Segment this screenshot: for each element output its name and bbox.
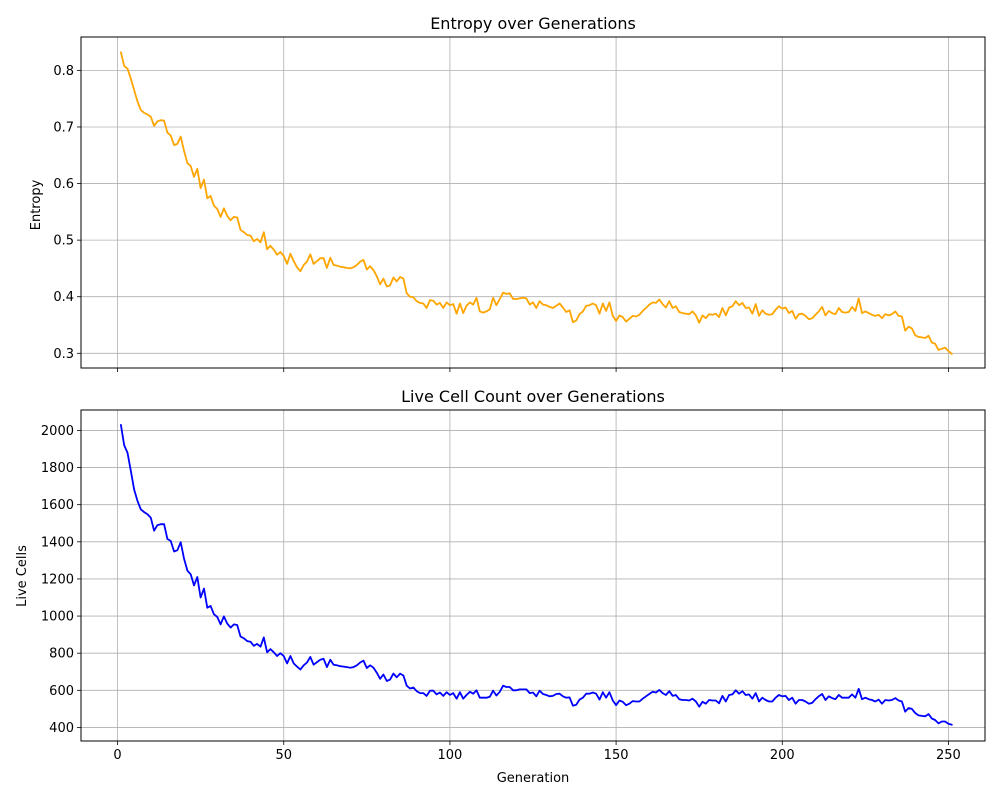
entropy-y-ticks: 0.3 0.4 0.5 0.6 0.7 0.8	[53, 64, 81, 362]
entropy-y-tick-label: 0.3	[53, 347, 74, 362]
entropy-plot-frame	[80, 36, 986, 369]
entropy-chart-title: Entropy over Generations	[430, 14, 636, 33]
live-cells-y-ticks: 400 600 800 1000 1200 1400 1600 1800 2000	[41, 424, 81, 736]
entropy-series	[120, 51, 953, 355]
live-cells-y-tick-label: 600	[49, 684, 74, 699]
live-cells-x-tick-label: 0	[113, 748, 121, 763]
live-cells-y-tick-label: 1800	[41, 461, 74, 476]
entropy-y-tick-label: 0.8	[53, 64, 74, 79]
live-cells-y-tick-label: 2000	[41, 424, 74, 439]
live-cells-chart: Live Cell Count over Generations 0 50 100 1…	[15, 387, 986, 786]
entropy-y-tick-label: 0.7	[53, 120, 74, 135]
entropy-x-ticks	[117, 368, 949, 372]
entropy-y-axis-label: Entropy	[29, 179, 44, 230]
live-cells-y-tick-label: 1400	[41, 535, 74, 550]
live-cells-x-tick-label: 150	[604, 748, 629, 763]
live-cells-grid	[81, 410, 985, 741]
entropy-chart: Entropy over Generations 0.3 0.4 0.5 0.6 0.7…	[29, 14, 986, 372]
live-cells-x-tick-label: 200	[770, 748, 795, 763]
entropy-grid	[81, 37, 985, 368]
live-cells-x-tick-label: 50	[275, 748, 292, 763]
entropy-y-tick-label: 0.4	[53, 290, 74, 305]
live-cells-x-tick-label: 100	[437, 748, 462, 763]
live-cells-x-ticks: 0 50 100 150 200 250	[113, 741, 961, 763]
live-cells-x-tick-label: 250	[936, 748, 961, 763]
live-cells-y-tick-label: 1000	[41, 610, 74, 625]
entropy-y-tick-label: 0.5	[53, 234, 74, 249]
live-cells-chart-title: Live Cell Count over Generations	[401, 387, 665, 406]
live-cells-y-tick-label: 400	[49, 721, 74, 736]
live-cells-y-tick-label: 1200	[41, 572, 74, 587]
live-cells-series	[120, 423, 953, 726]
entropy-line	[120, 51, 953, 355]
live-cells-line	[120, 423, 953, 726]
x-axis-label: Generation	[497, 771, 570, 786]
entropy-y-tick-label: 0.6	[53, 177, 74, 192]
live-cells-plot-frame	[80, 409, 986, 742]
live-cells-y-tick-label: 800	[49, 647, 74, 662]
live-cells-y-tick-label: 1600	[41, 498, 74, 513]
live-cells-y-axis-label: Live Cells	[15, 545, 30, 607]
